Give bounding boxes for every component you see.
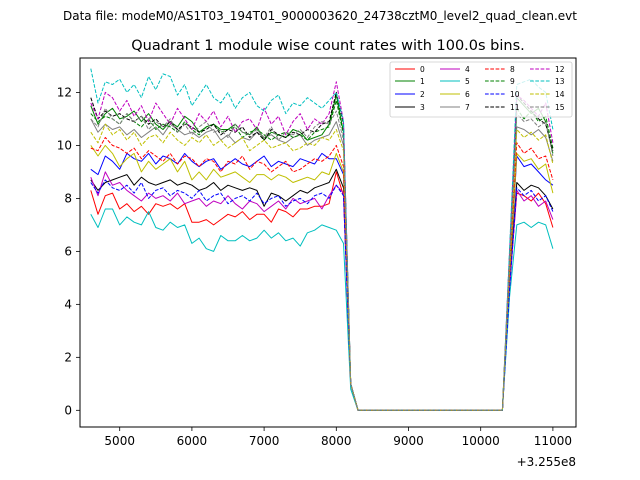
legend-label-6: 6 — [465, 90, 470, 99]
x-tick-label: 9000 — [393, 434, 424, 448]
legend-label-1: 1 — [420, 77, 425, 86]
y-tick-label: 12 — [57, 85, 72, 99]
legend-label-10: 10 — [510, 90, 520, 99]
y-tick-label: 4 — [64, 297, 72, 311]
y-axis: 0 2 4 6 8 10 12 — [57, 85, 80, 417]
y-tick-label: 8 — [64, 191, 72, 205]
legend-label-12: 12 — [555, 65, 565, 74]
x-tick-label: 10000 — [462, 434, 500, 448]
x-offset-label: +3.255e8 — [517, 455, 576, 469]
x-axis: 5000 6000 7000 8000 9000 10000 11000 — [104, 427, 572, 448]
legend-label-3: 3 — [420, 103, 425, 112]
y-tick-label: 10 — [57, 138, 72, 152]
legend-label-0: 0 — [420, 65, 425, 74]
plot-area — [79, 57, 577, 428]
y-tick-label: 2 — [64, 350, 72, 364]
legend-label-9: 9 — [510, 77, 515, 86]
legend-label-8: 8 — [510, 65, 515, 74]
legend-label-15: 15 — [555, 103, 565, 112]
x-tick-label: 11000 — [534, 434, 572, 448]
legend-label-2: 2 — [420, 90, 425, 99]
axes-frame — [79, 57, 577, 428]
series-line-15 — [90, 107, 554, 411]
legend-label-5: 5 — [465, 77, 470, 86]
legend-label-11: 11 — [510, 103, 520, 112]
legend-label-14: 14 — [555, 90, 565, 99]
x-tick-label: 5000 — [104, 434, 135, 448]
x-tick-label: 6000 — [177, 434, 208, 448]
legend-label-13: 13 — [555, 77, 565, 86]
y-tick-label: 6 — [64, 244, 72, 258]
x-tick-label: 7000 — [249, 434, 280, 448]
y-tick-label: 0 — [64, 403, 72, 417]
chart-title: Quadrant 1 module wise count rates with … — [131, 38, 525, 54]
legend-frame — [389, 61, 573, 118]
figure-suptitle: Data file: modeM0/AS1T03_194T01_90000036… — [63, 9, 577, 23]
x-tick-label: 8000 — [321, 434, 352, 448]
legend-label-7: 7 — [465, 103, 470, 112]
legend-label-4: 4 — [465, 65, 470, 74]
series-layer — [90, 68, 554, 411]
